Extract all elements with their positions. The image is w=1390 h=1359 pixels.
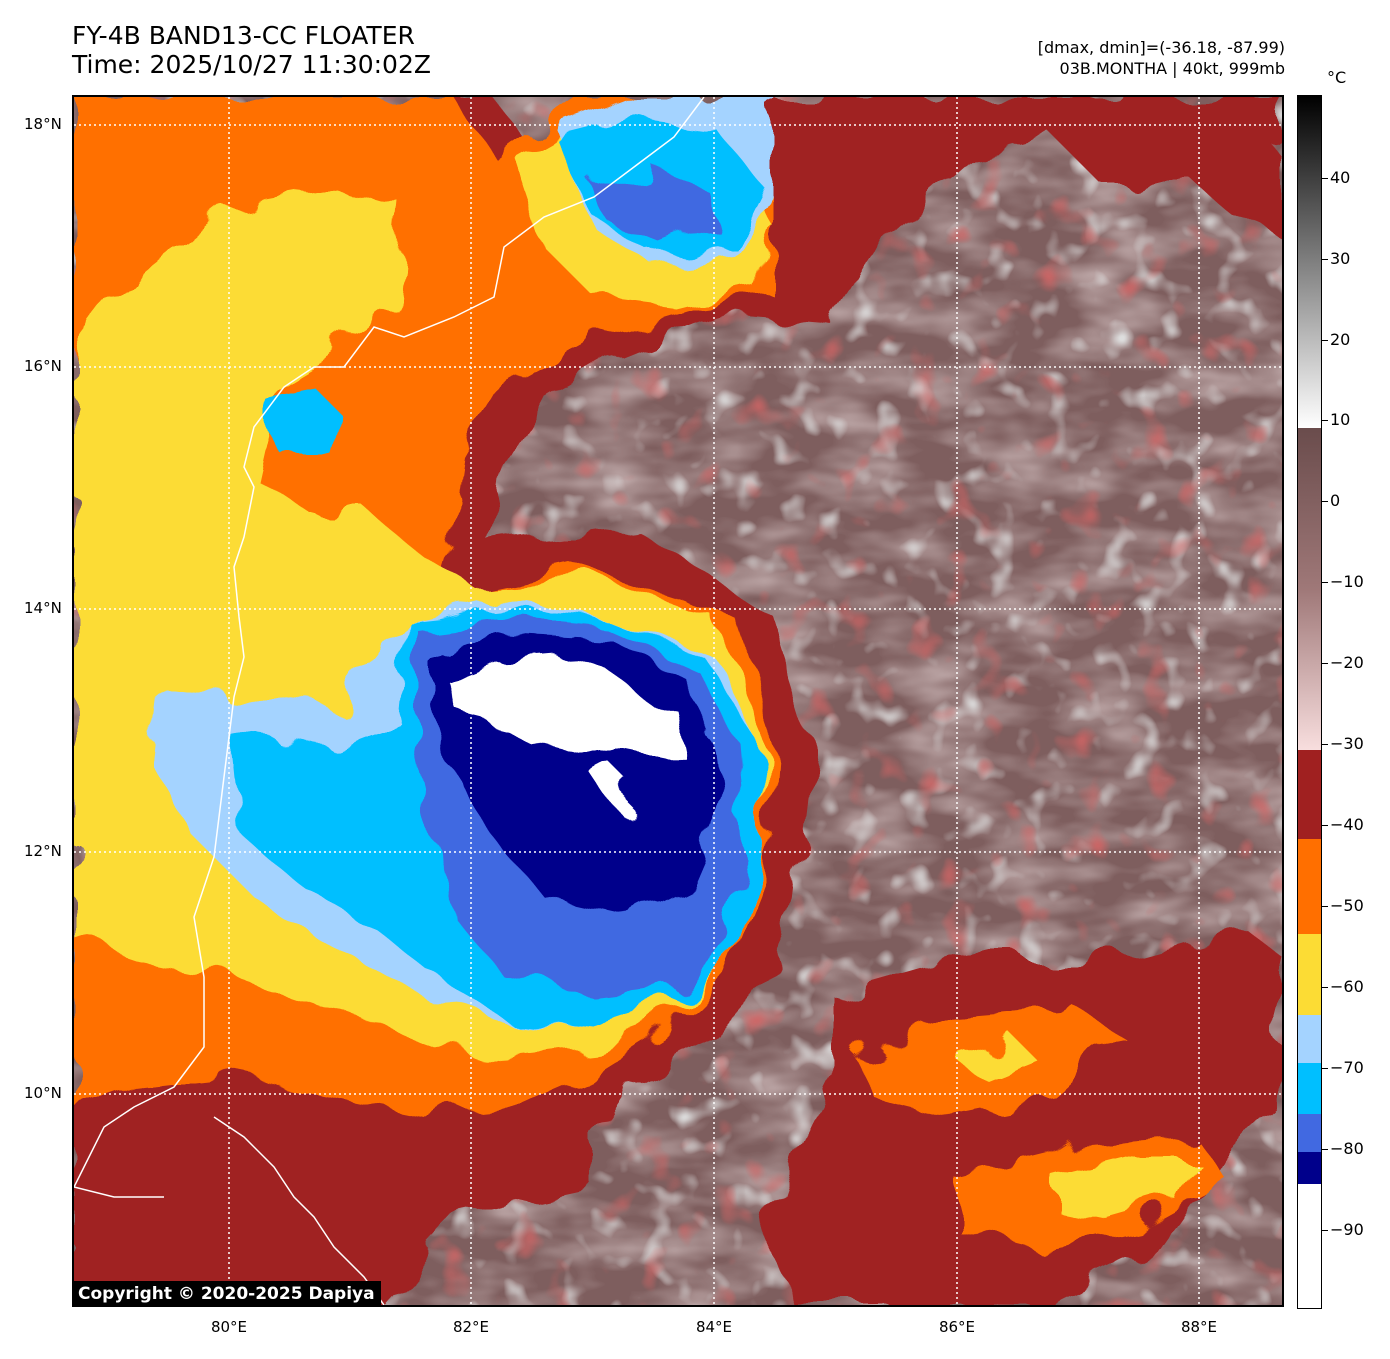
colorbar-label-minus50: −50 [1330, 896, 1364, 915]
colorbar-tick [1322, 501, 1328, 502]
colorbar-label-minus40: −40 [1330, 815, 1364, 834]
lat-label-18n: 18°N [24, 115, 62, 133]
satellite-image [74, 97, 1282, 1305]
colorbar-label-minus90: −90 [1330, 1220, 1364, 1239]
storm-info-text: 03B.MONTHA | 40kt, 999mb [1059, 59, 1285, 78]
temperature-range-text: [dmax, dmin]=(-36.18, -87.99) [1037, 38, 1285, 57]
copyright-label: Copyright © 2020-2025 Dapiya [74, 1281, 381, 1307]
colorbar-label-20: 20 [1330, 330, 1351, 349]
colorbar-label-minus60: −60 [1330, 977, 1364, 996]
colorbar-tick [1322, 420, 1328, 421]
cloud-shield [74, 97, 1282, 1305]
lat-label-16n: 16°N [24, 357, 62, 375]
coastline [74, 97, 705, 1305]
lat-label-14n: 14°N [24, 599, 62, 617]
colorbar-label-minus70: −70 [1330, 1058, 1364, 1077]
map-timestamp: Time: 2025/10/27 11:30:02Z [72, 50, 431, 79]
colorbar-label-10: 10 [1330, 410, 1351, 429]
colorbar-tick [1322, 1068, 1328, 1069]
colorbar-tick [1322, 178, 1328, 179]
colorbar-label-40: 40 [1330, 168, 1351, 187]
colorbar-label-0: 0 [1330, 491, 1341, 510]
colorbar-tick [1322, 744, 1328, 745]
colorbar-label-minus10: −10 [1330, 572, 1364, 591]
colorbar-tick [1322, 906, 1328, 907]
lat-label-10n: 10°N [24, 1084, 62, 1102]
lon-label-86e: 86°E [938, 1318, 976, 1336]
colorbar-tick [1322, 825, 1328, 826]
colorbar-tick [1322, 259, 1328, 260]
lon-label-80e: 80°E [210, 1318, 248, 1336]
colorbar-unit: °C [1327, 68, 1347, 87]
colorbar-label-minus80: −80 [1330, 1139, 1364, 1158]
satellite-map[interactable] [72, 95, 1284, 1307]
colorbar-label-30: 30 [1330, 249, 1351, 268]
colorbar-tick [1322, 582, 1328, 583]
lon-label-82e: 82°E [452, 1318, 490, 1336]
colorbar [1297, 95, 1322, 1309]
lat-label-12n: 12°N [24, 842, 62, 860]
colorbar-tick [1322, 987, 1328, 988]
colorbar-tick [1322, 1230, 1328, 1231]
lon-label-84e: 84°E [695, 1318, 733, 1336]
gridlines [74, 97, 1282, 1305]
map-title: FY-4B BAND13-CC FLOATER [72, 21, 415, 50]
colorbar-label-minus20: −20 [1330, 653, 1364, 672]
colorbar-gradient [1298, 96, 1321, 1308]
lon-label-88e: 88°E [1180, 1318, 1218, 1336]
colorbar-tick [1322, 663, 1328, 664]
colorbar-tick [1322, 1149, 1328, 1150]
colorbar-tick [1322, 340, 1328, 341]
colorbar-label-minus30: −30 [1330, 734, 1364, 753]
